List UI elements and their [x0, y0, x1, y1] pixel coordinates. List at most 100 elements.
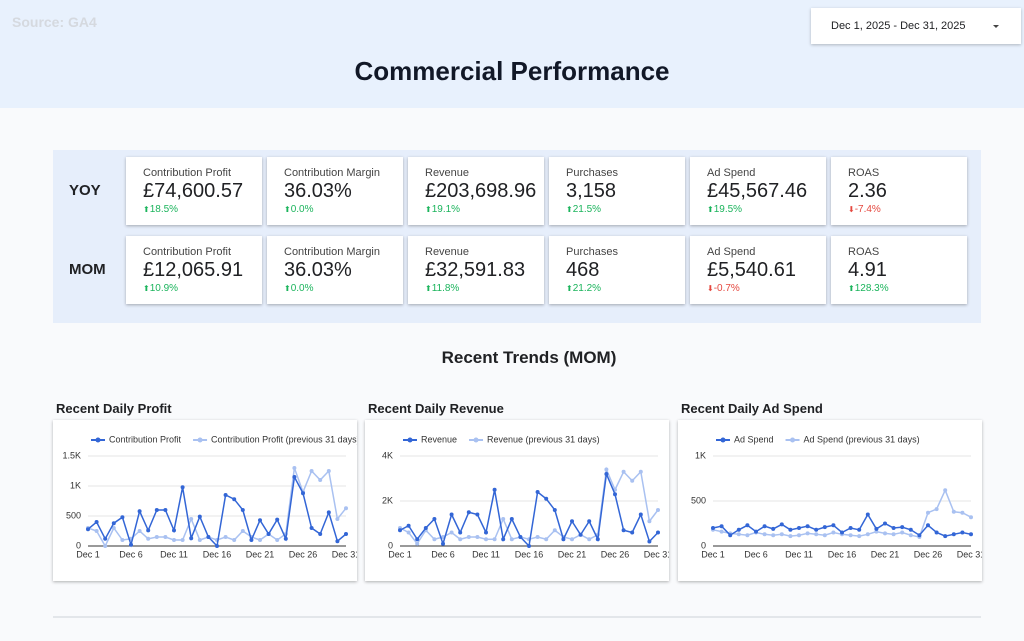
chart-svg: 0 500 1K Dec 1 Dec 6 Dec 11 Dec 16 Dec 21 Dec 26… — [691, 434, 985, 559]
data-point — [189, 517, 194, 521]
data-point — [779, 522, 784, 527]
data-point — [258, 518, 262, 523]
data-point — [398, 528, 402, 533]
kpi-value: 36.03% — [284, 180, 352, 202]
kpi-card: Revenue£203,698.96 19.1% — [408, 157, 544, 225]
kpi-card: Contribution Profit£74,600.57 18.5% — [126, 157, 262, 225]
data-point — [266, 532, 271, 536]
data-point — [874, 526, 879, 531]
data-point — [94, 529, 99, 533]
date-range-picker[interactable]: Dec 1, 2025 - Dec 31, 2025 — [811, 8, 1021, 44]
kpi-value: 3,158 — [566, 180, 617, 202]
data-point — [891, 532, 896, 537]
page-title: Commercial Performance — [354, 56, 670, 86]
data-point — [900, 525, 905, 530]
source: Source: GA4 — [12, 14, 97, 30]
data-point — [934, 530, 939, 535]
kpi-change: 0.0% — [284, 204, 403, 215]
x-tick-label: Dec 16 — [515, 549, 544, 559]
kpi-card: Ad Spend£5,540.61 -0.7% — [690, 236, 826, 304]
y-tick-label: 500 — [66, 510, 81, 520]
kpi-label: Purchases — [566, 246, 618, 258]
data-point — [484, 530, 488, 535]
data-point — [275, 538, 280, 542]
x-tick-label: Dec 1 — [388, 549, 412, 559]
data-point — [318, 478, 323, 482]
data-point — [604, 472, 609, 476]
data-point — [223, 493, 228, 497]
data-point — [814, 527, 819, 532]
data-point — [146, 536, 151, 541]
y-tick-label: 0 — [701, 540, 706, 550]
legend-label: Contribution Profit (previous 31 days) — [211, 434, 357, 444]
data-point — [719, 524, 724, 529]
chart-title: Recent Daily Ad Spend — [681, 401, 823, 416]
data-point — [458, 537, 463, 542]
data-point — [258, 538, 262, 542]
data-point — [951, 509, 956, 514]
data-point — [595, 537, 600, 542]
data-point — [344, 532, 348, 536]
data-point — [797, 533, 801, 538]
data-point — [292, 475, 297, 479]
data-point — [432, 517, 437, 521]
data-point — [501, 517, 506, 521]
data-point — [309, 526, 314, 530]
kpi-label: Contribution Margin — [284, 167, 380, 179]
x-tick-label: Dec 11 — [160, 549, 188, 559]
data-point — [120, 538, 125, 542]
kpi-change: -7.4% — [848, 204, 967, 215]
legend-marker — [720, 437, 726, 443]
x-tick-label: Dec 6 — [744, 549, 768, 559]
data-point — [900, 530, 905, 535]
legend-marker — [407, 437, 413, 443]
data-point — [840, 530, 844, 535]
data-point — [501, 537, 506, 542]
data-point — [771, 526, 776, 531]
kpi-change: 19.5% — [707, 204, 826, 215]
data-point — [326, 469, 331, 473]
data-point — [638, 512, 643, 517]
x-tick-label: Dec 6 — [119, 549, 143, 559]
data-point — [240, 529, 245, 533]
data-point — [518, 535, 523, 539]
kpi-label: Revenue — [425, 246, 470, 258]
data-point — [831, 523, 836, 528]
kpi-card: Contribution Profit£12,065.91 10.9% — [126, 236, 262, 304]
data-point — [466, 535, 471, 539]
kpi-value: 36.03% — [284, 259, 352, 281]
data-point — [587, 537, 592, 542]
data-point — [587, 519, 592, 524]
divider — [53, 616, 981, 618]
data-point — [283, 536, 288, 541]
data-point — [146, 528, 151, 533]
kpi-change: 21.2% — [566, 283, 685, 294]
section-title: Recent Trends (MOM) — [441, 348, 617, 367]
data-point — [943, 488, 948, 493]
x-tick-label: Dec 11 — [785, 549, 813, 559]
data-point — [475, 535, 480, 539]
y-tick-label: 1K — [695, 450, 706, 460]
chart-svg: 0 500 1K 1.5K Dec 1 Dec 6 Dec 11 Dec 16 Dec 21 De… — [62, 434, 360, 559]
kpi-change: 18.5% — [143, 204, 262, 215]
chart-title: Recent Daily Revenue — [368, 401, 504, 416]
data-point — [335, 517, 340, 521]
kpi-value: 2.36 — [848, 180, 887, 202]
data-point — [711, 526, 715, 530]
kpi-label: Ad Spend — [707, 167, 756, 179]
y-tick-label: 2K — [382, 495, 393, 505]
data-point — [857, 534, 862, 539]
series-line — [399, 471, 659, 548]
data-point — [441, 541, 445, 546]
kpi-card: Revenue£32,591.83 11.8% — [408, 236, 544, 304]
kpi-card: Ad Spend£45,567.46 19.5% — [690, 157, 826, 225]
data-point — [754, 529, 758, 534]
x-tick-label: Dec 11 — [472, 549, 500, 559]
data-point — [943, 534, 948, 539]
data-point — [613, 492, 617, 497]
data-point — [926, 523, 930, 528]
data-point — [103, 544, 108, 548]
kpi-value: £45,567.46 — [707, 180, 808, 202]
